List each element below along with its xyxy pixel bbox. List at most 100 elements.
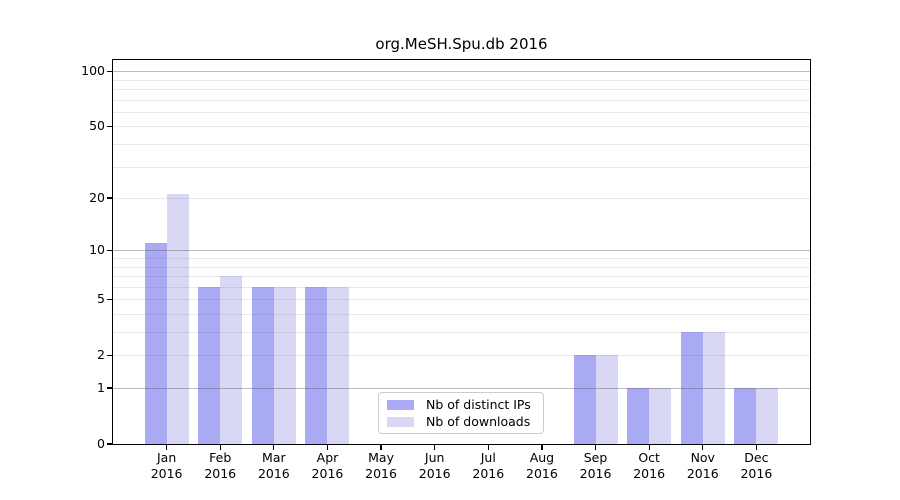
bar-distinct-ips-oct [627,388,650,444]
x-tick-label-year: 2016 [526,465,558,481]
x-tick-label-month: Oct [638,450,660,465]
x-tick-label-month: Apr [316,450,339,465]
x-tick-label-year: 2016 [740,465,773,481]
y-tick [107,443,112,445]
bar-distinct-ips-nov [680,332,703,444]
x-tick-label-month: Nov [690,450,715,465]
gridline-major [113,71,810,73]
y-tick-label: 50 [89,118,105,134]
x-tick-label: Oct 2016 [614,450,684,481]
x-tick-label: Sep 2016 [561,450,631,481]
bar-downloads-sep [595,355,618,444]
bar-distinct-ips-mar [251,286,274,444]
legend-label-distinct-ips: Nb of distinct IPs [426,397,531,412]
x-tick [487,445,489,450]
gridline-minor [113,89,810,90]
legend: Nb of distinct IPs Nb of downloads [378,392,544,434]
x-tick-label-month: Aug [529,450,555,465]
legend-swatch-distinct-ips [387,399,414,410]
legend-entry-distinct-ips: Nb of distinct IPs [387,398,543,411]
x-tick-label: Jul 2016 [453,450,523,481]
gridline-major [113,250,810,252]
bar-downloads-oct [649,388,672,444]
x-tick [219,445,221,450]
legend-entry-downloads: Nb of downloads [387,415,543,428]
x-tick-label: Dec 2016 [721,450,791,481]
gridline-minor [113,286,810,288]
gridline-minor [113,266,810,268]
gridline-minor [113,257,810,259]
bar-downloads-nov [702,332,725,444]
x-tick [594,445,597,450]
x-tick-label-year: 2016 [686,465,719,481]
gridline-minor [113,276,810,278]
x-tick [648,445,650,450]
x-tick-label: Apr 2016 [292,450,362,481]
x-tick-label-year: 2016 [472,465,505,481]
y-tick-label: 10 [89,242,105,258]
y-tick [107,125,112,127]
x-tick [755,445,757,450]
y-tick-label: 20 [89,190,105,206]
y-tick-label: 100 [81,63,105,79]
x-tick [273,445,275,450]
legend-label-downloads: Nb of downloads [426,414,531,429]
x-tick-label-year: 2016 [150,465,183,481]
gridline-minor [113,198,810,200]
x-tick [541,445,543,450]
x-tick-label-year: 2016 [311,465,344,481]
y-tick [107,298,112,300]
bar-distinct-ips-feb [198,286,221,444]
bar-distinct-ips-apr [305,286,328,444]
x-tick-label-month: Jun [424,450,445,465]
gridline-minor [113,144,810,145]
gridline-minor [113,126,810,128]
x-tick-label-month: Dec [744,450,769,465]
bar-distinct-ips-sep [573,355,596,444]
y-tick [107,249,112,251]
x-tick-label: Mar 2016 [239,450,309,481]
x-tick [326,445,329,450]
gridline-major [113,388,810,390]
x-tick-label-month: Jan [156,450,177,465]
x-tick-label-year: 2016 [418,465,451,481]
y-tick-label: 2 [97,347,105,363]
gridline-minor [113,166,810,168]
gridline-minor [113,355,810,357]
x-tick-label-year: 2016 [633,465,666,481]
plot-border [112,59,811,445]
x-tick-label-month: Sep [583,450,608,465]
gridline-minor [113,332,810,333]
x-tick [166,445,168,450]
gridline-minor [113,111,810,113]
bar-downloads-feb [220,276,243,444]
x-tick-label-year: 2016 [579,465,612,481]
gridline-minor [113,313,810,315]
x-tick-label: Nov 2016 [668,450,738,481]
gridline-minor [113,79,810,81]
y-tick-label: 5 [97,291,105,307]
y-tick-label: 0 [97,436,105,451]
bar-downloads-dec [756,388,779,444]
gridline-minor [113,99,810,101]
y-tick [107,70,112,72]
chart-title: org.MeSH.Spu.db 2016 [375,35,548,53]
bar-downloads-jan [166,194,189,444]
bar-downloads-mar [273,286,296,444]
x-tick-label-year: 2016 [257,465,290,481]
x-tick-label: Feb 2016 [185,450,255,481]
y-tick [107,387,112,389]
y-tick-label: 1 [97,380,105,395]
x-tick-label-month: Feb [209,450,232,465]
bar-downloads-apr [327,286,350,444]
legend-swatch-downloads [387,416,414,427]
x-tick-label-month: Mar [262,450,286,465]
x-tick-label: Aug 2016 [507,450,577,481]
x-tick-label: Jun 2016 [400,450,470,481]
bar-distinct-ips-dec [734,388,757,444]
y-tick [107,354,112,356]
x-tick-label: Jan 2016 [132,450,202,481]
x-tick-label-year: 2016 [204,465,237,481]
x-tick [702,445,704,450]
